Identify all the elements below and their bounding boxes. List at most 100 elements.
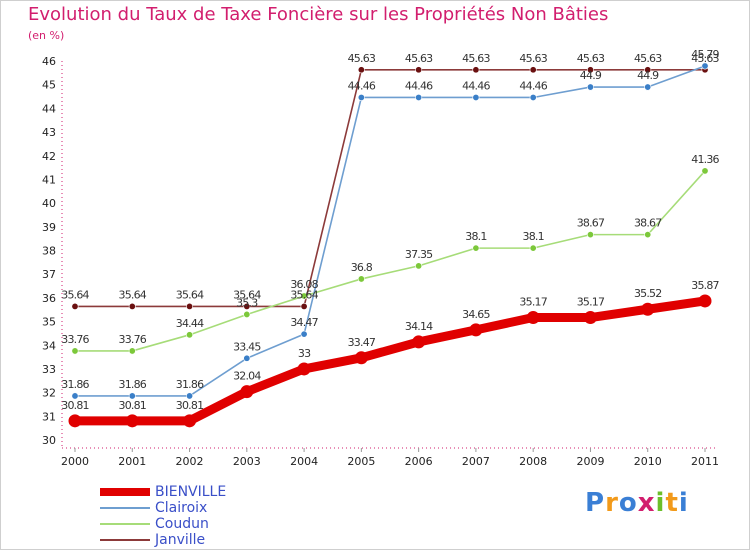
logo-letter: t xyxy=(665,488,679,518)
data-label-bienville: 34.65 xyxy=(462,308,490,321)
data-point-bienville xyxy=(698,294,712,308)
data-point-bienville xyxy=(412,335,426,349)
data-point-clairoix xyxy=(701,62,709,70)
y-tick-label: 39 xyxy=(42,221,56,234)
logo-letter: o xyxy=(618,488,638,518)
y-tick-label: 44 xyxy=(42,102,56,115)
data-label-bienville: 30.81 xyxy=(119,399,147,412)
data-point-bienville xyxy=(354,351,368,365)
legend-label: Janville xyxy=(155,532,206,548)
data-label-clairoix: 44.9 xyxy=(637,69,659,82)
legend-swatch xyxy=(100,488,150,496)
data-label-bienville: 33 xyxy=(298,347,311,360)
data-point-coudun xyxy=(701,167,709,175)
legend-label: Coudun xyxy=(155,516,209,532)
data-point-bienville xyxy=(68,414,82,428)
data-label-janville: 45.63 xyxy=(519,52,547,65)
data-label-coudun: 37.35 xyxy=(405,248,433,261)
y-tick-label: 42 xyxy=(42,150,56,163)
data-label-clairoix: 44.9 xyxy=(580,69,602,82)
data-label-bienville: 33.47 xyxy=(348,336,376,349)
data-point-coudun xyxy=(472,244,480,252)
x-tick-label: 2001 xyxy=(118,455,146,468)
x-tick-label: 2004 xyxy=(290,455,318,468)
data-point-bienville xyxy=(469,323,483,337)
data-label-coudun: 38.67 xyxy=(634,217,662,230)
y-tick-label: 37 xyxy=(42,268,56,281)
data-point-clairoix xyxy=(300,330,308,338)
logo-letter: i xyxy=(678,488,689,518)
series-line-bienville xyxy=(70,296,710,426)
data-label-bienville: 30.81 xyxy=(61,399,89,412)
data-label-janville: 35.64 xyxy=(290,288,318,301)
data-point-janville xyxy=(472,66,480,74)
data-label-coudun: 38.1 xyxy=(465,230,486,243)
data-label-clairoix: 31.86 xyxy=(119,378,147,391)
data-labels: 30.81 30.81 30.81 32.04 33 33.47 34.14 34.65 35.… xyxy=(61,48,720,412)
data-label-coudun: 41.36 xyxy=(691,153,719,166)
data-point-bienville xyxy=(240,385,254,399)
data-point-janville xyxy=(644,66,652,74)
x-tick-label: 2007 xyxy=(462,455,490,468)
x-tick-label: 2008 xyxy=(519,455,547,468)
data-point-coudun xyxy=(71,347,79,355)
data-point-coudun xyxy=(300,292,308,300)
data-label-janville: 35.64 xyxy=(61,288,89,301)
data-label-bienville: 35.52 xyxy=(634,287,662,300)
data-label-janville: 35.64 xyxy=(119,288,147,301)
legend-swatch xyxy=(100,523,150,525)
data-point-bienville xyxy=(583,311,597,325)
legend-label: Clairoix xyxy=(155,500,208,516)
data-label-janville: 35.64 xyxy=(233,288,261,301)
data-point-coudun xyxy=(186,331,194,339)
data-point-janville xyxy=(128,302,136,310)
data-label-coudun: 34.44 xyxy=(176,317,204,330)
y-tick-label: 46 xyxy=(42,55,56,68)
data-point-coudun xyxy=(243,310,251,318)
chart-title: Evolution du Taux de Taxe Foncière sur l… xyxy=(28,4,609,25)
data-label-clairoix: 33.45 xyxy=(233,340,261,353)
data-label-clairoix: 31.86 xyxy=(176,378,204,391)
data-label-coudun: 33.76 xyxy=(119,333,147,346)
axes: 30 31 32 33 34 35 36 37 38 39 40 41 42 43 44 45 46 2000 20… xyxy=(42,55,719,468)
data-label-coudun: 38.67 xyxy=(577,217,605,230)
data-point-coudun xyxy=(415,262,423,270)
data-point-janville xyxy=(529,66,537,74)
data-label-janville: 45.63 xyxy=(691,52,719,65)
data-label-clairoix: 44.46 xyxy=(462,79,490,92)
y-tick-label: 38 xyxy=(42,245,56,258)
data-point-coudun xyxy=(529,244,537,252)
data-point-bienville xyxy=(526,311,540,325)
data-label-bienville: 34.14 xyxy=(405,320,433,333)
y-tick-label: 34 xyxy=(42,339,56,352)
data-label-janville: 45.63 xyxy=(462,52,490,65)
data-point-clairoix xyxy=(128,392,136,400)
x-tick-label: 2011 xyxy=(691,455,719,468)
data-label-coudun: 35.3 xyxy=(236,296,258,309)
data-point-clairoix xyxy=(586,83,594,91)
x-tick-label: 2009 xyxy=(576,455,604,468)
y-tick-label: 33 xyxy=(42,363,56,376)
data-point-janville xyxy=(357,66,365,74)
data-label-bienville: 35.87 xyxy=(691,279,719,292)
y-tick-label: 41 xyxy=(42,173,56,186)
data-point-clairoix xyxy=(71,392,79,400)
x-tick-label: 2010 xyxy=(634,455,662,468)
series-line-coudun xyxy=(74,170,706,352)
y-tick-label: 35 xyxy=(42,316,56,329)
data-point-bienville xyxy=(641,302,655,316)
proxiti-logo: Proxiti xyxy=(585,488,689,518)
data-label-janville: 35.64 xyxy=(176,288,204,301)
data-label-clairoix: 44.46 xyxy=(519,79,547,92)
data-point-janville xyxy=(300,302,308,310)
logo-letter: P xyxy=(585,488,606,518)
data-label-coudun: 33.76 xyxy=(61,333,89,346)
data-label-clairoix: 34.47 xyxy=(290,316,318,329)
x-tick-label: 2005 xyxy=(347,455,375,468)
data-label-bienville: 32.04 xyxy=(233,370,261,383)
x-tick-label: 2006 xyxy=(405,455,433,468)
data-point-clairoix xyxy=(529,93,537,101)
data-point-janville xyxy=(186,302,194,310)
data-label-clairoix: 44.46 xyxy=(405,79,433,92)
